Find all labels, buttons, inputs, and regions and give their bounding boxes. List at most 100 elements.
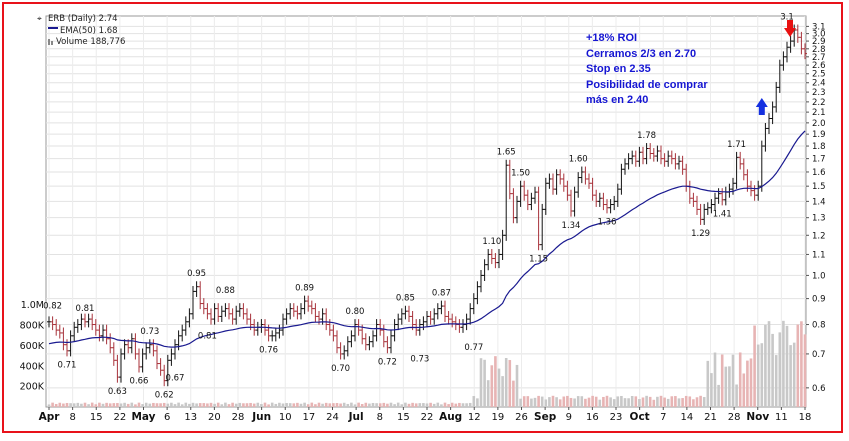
- volume-bar: [461, 403, 465, 407]
- volume-bar: [684, 395, 688, 407]
- header-volume: Volume 188,776: [56, 37, 125, 47]
- buy-arrow-icon: [755, 97, 768, 115]
- volume-bar: [195, 403, 198, 407]
- price-tick-label: 2.1: [812, 108, 826, 118]
- price-tick-label: 1.1: [812, 250, 826, 260]
- price-bar: [659, 145, 663, 165]
- price-bar: [594, 189, 599, 207]
- volume-bar: [638, 399, 641, 407]
- volume-bar: [594, 396, 598, 407]
- volume-bar: [641, 397, 645, 407]
- price-bar: [147, 339, 152, 354]
- price-bar: [486, 249, 491, 271]
- volume-bar: [692, 399, 695, 407]
- volume-bar: [404, 402, 407, 407]
- volume-bar: [267, 404, 270, 407]
- price-bar: [767, 113, 771, 135]
- price-bar: [90, 313, 95, 331]
- price-label: 0.76: [259, 346, 278, 356]
- header-ema: EMA(50) 1.68: [60, 26, 118, 36]
- volume-bar: [198, 403, 202, 407]
- volume-bar: [544, 399, 548, 407]
- price-bar: [313, 303, 318, 323]
- price-bar: [137, 348, 141, 373]
- price-tick-label: 1.3: [812, 214, 826, 224]
- date-tick-label: 23: [610, 412, 623, 423]
- price-tick-label: 2.4: [812, 79, 826, 89]
- price-bar: [464, 313, 469, 331]
- price-bar: [695, 195, 699, 215]
- volume-bar: [321, 403, 324, 407]
- month-tick-label: May: [131, 411, 155, 423]
- volume-bar: [386, 403, 389, 407]
- price-label: 0.81: [198, 332, 217, 342]
- volume-tick-label: 1.0M: [21, 300, 44, 311]
- price-tick-label: 0.7: [812, 350, 826, 360]
- price-bar: [335, 330, 339, 354]
- price-bar: [101, 324, 105, 342]
- volume-bar: [450, 402, 454, 407]
- price-bar: [363, 333, 368, 351]
- price-label: 1.10: [482, 237, 501, 247]
- volume-bar: [584, 398, 587, 407]
- volume-bar: [634, 396, 638, 407]
- volume-tick-label: 200K: [20, 382, 45, 393]
- price-label: 1.50: [511, 169, 530, 179]
- volume-bar: [796, 324, 800, 407]
- volume-bar: [746, 360, 749, 407]
- volume-bar: [555, 397, 558, 407]
- volume-bar: [458, 402, 461, 407]
- volume-bar: [576, 396, 580, 407]
- price-tick-label: 1.0: [812, 271, 826, 281]
- price-label: 1.41: [713, 210, 732, 220]
- volume-bar: [274, 403, 278, 407]
- volume-bar: [206, 403, 209, 407]
- price-bar: [75, 319, 80, 333]
- price-tick-label: 3.1: [812, 22, 826, 32]
- volume-bar: [454, 403, 458, 407]
- volume-bar: [242, 403, 245, 407]
- price-bar: [493, 253, 498, 269]
- ema-legend-swatch: [48, 27, 58, 29]
- date-tick-label: 8: [377, 412, 383, 423]
- volume-bar: [152, 402, 155, 407]
- price-label: 0.66: [130, 377, 149, 387]
- trade-arrows: [755, 19, 796, 115]
- price-bar: [785, 41, 789, 63]
- date-tick-label: 15: [90, 412, 103, 423]
- note-roi: +18% ROI: [586, 32, 638, 44]
- volume-bar: [681, 398, 684, 407]
- volume-bar: [288, 403, 292, 407]
- volume-bar: [87, 404, 90, 407]
- price-bar: [396, 313, 401, 331]
- price-bar: [209, 308, 213, 325]
- price-bar: [479, 269, 483, 293]
- price-label: 1.29: [691, 229, 710, 239]
- price-bar: [54, 319, 59, 336]
- volume-bar: [569, 397, 573, 407]
- volume-bar: [598, 399, 602, 407]
- volume-bar: [713, 352, 717, 407]
- volume-bar: [688, 396, 692, 407]
- volume-bar: [764, 324, 767, 407]
- volume-bar: [137, 402, 141, 407]
- date-tick-label: 22: [421, 412, 434, 423]
- volume-bar: [324, 402, 328, 407]
- price-bar: [295, 305, 300, 320]
- price-bar: [407, 305, 411, 323]
- volume-bar: [227, 404, 231, 407]
- volume-bar: [742, 373, 746, 407]
- month-tick-label: Jul: [348, 411, 364, 423]
- volume-bar: [756, 344, 760, 407]
- price-bar: [389, 330, 393, 354]
- volume-bars: [47, 320, 807, 407]
- price-bar: [93, 319, 98, 336]
- volume-bar: [422, 403, 425, 407]
- price-bar: [774, 81, 779, 113]
- volume-bar: [188, 403, 191, 407]
- volume-bar: [447, 404, 450, 407]
- price-bar: [227, 303, 231, 320]
- volume-bar: [738, 352, 742, 407]
- price-bar: [104, 324, 109, 345]
- volume-bar: [364, 402, 368, 407]
